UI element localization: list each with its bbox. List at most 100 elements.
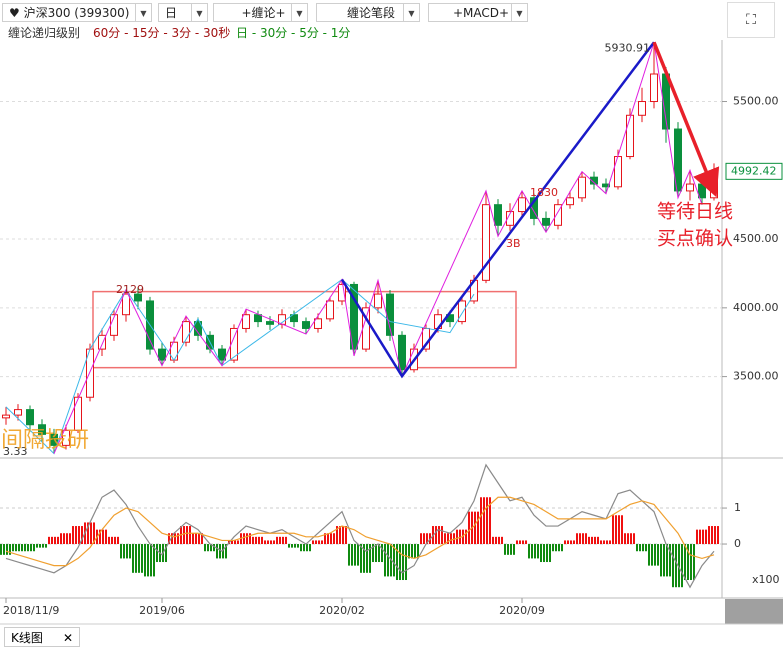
macd-bar — [609, 540, 611, 545]
chan-select[interactable]: +缠论+ ▼ — [213, 3, 308, 22]
candle-body — [326, 300, 334, 320]
macd-bar — [549, 544, 551, 563]
y-tick-label: 5500.00 — [733, 95, 779, 108]
macd-bar — [594, 536, 596, 545]
macd-bar — [711, 526, 713, 545]
candle-body — [182, 321, 190, 343]
macd-bar — [447, 533, 449, 545]
macd-bar — [225, 544, 227, 559]
macd-bar — [39, 544, 41, 548]
macd-bar — [69, 533, 71, 545]
y-tick-label: 4000.00 — [733, 301, 779, 314]
macd-bar — [498, 536, 500, 545]
macd-bar — [312, 540, 314, 545]
y-tick-label: 0 — [734, 537, 741, 550]
fullscreen-button[interactable]: ⛶ — [727, 2, 775, 38]
macd-bar — [477, 511, 479, 545]
macd-bar — [405, 544, 407, 581]
macd-bar — [423, 533, 425, 545]
macd-bar — [72, 526, 74, 545]
macd-bar — [399, 544, 401, 581]
macd-bar — [468, 511, 470, 545]
indicator-select[interactable]: +MACD+ ▼ — [428, 3, 528, 22]
macd-bar — [357, 544, 359, 566]
macd-bar — [342, 526, 344, 545]
macd-bar — [42, 544, 44, 548]
macd-bar — [66, 533, 68, 545]
macd-bar — [288, 544, 290, 548]
macd-bar — [543, 544, 545, 563]
symbol-select[interactable]: ♥ 沪深300 (399300) ▼ — [2, 3, 152, 22]
macd-bar — [261, 536, 263, 545]
macd-bar — [270, 540, 272, 545]
dropdown-arrow: ▼ — [403, 4, 419, 21]
dropdown-arrow: ▼ — [191, 4, 207, 21]
x-tick-label: 2020/02 — [319, 604, 365, 617]
macd-bar — [474, 511, 476, 545]
strokes-select[interactable]: 缠论笔段 ▼ — [316, 3, 420, 22]
macd-bar — [345, 526, 347, 545]
macd-bar — [672, 544, 674, 588]
macd-bar — [144, 544, 146, 577]
annotation: 1830 — [530, 186, 558, 199]
macd-bar — [252, 536, 254, 545]
macd-bar — [693, 544, 695, 581]
macd-bar — [36, 544, 38, 548]
high-label: 5930.91 — [605, 41, 651, 54]
macd-bar — [450, 533, 452, 545]
candle-body — [98, 334, 106, 350]
candle-body — [314, 318, 322, 329]
macd-bar — [687, 544, 689, 581]
macd-bar — [645, 544, 647, 552]
macd-bar — [303, 544, 305, 552]
macd-bar — [360, 544, 362, 573]
candle-body — [26, 409, 34, 426]
macd-bar — [51, 536, 53, 545]
dropdown-arrow: ▼ — [135, 4, 151, 21]
macd-bar — [276, 536, 278, 545]
macd-bar — [156, 544, 158, 563]
macd-bar — [279, 536, 281, 545]
period-select[interactable]: 日 ▼ — [158, 3, 208, 22]
macd-bar — [60, 533, 62, 545]
macd-bar — [483, 497, 485, 545]
macd-bar — [114, 536, 116, 545]
zone — [92, 290, 517, 369]
macd-bar — [561, 544, 563, 552]
macd-bar — [75, 526, 77, 545]
macd-bar — [129, 544, 131, 559]
macd-bar — [198, 533, 200, 545]
macd-bar — [18, 544, 20, 552]
macd-bar — [192, 533, 194, 545]
macd-bar — [456, 529, 458, 545]
close-icon[interactable]: ✕ — [62, 631, 73, 645]
macd-bar — [516, 540, 518, 545]
macd-bar — [426, 533, 428, 545]
macd-bar — [408, 544, 410, 559]
y-tick-label: 4500.00 — [733, 232, 779, 245]
macd-bar — [45, 544, 47, 548]
macd-bar — [186, 526, 188, 545]
macd-bar — [3, 544, 5, 555]
candle-body — [302, 321, 310, 329]
candle-body — [686, 183, 694, 192]
candle-body — [482, 204, 490, 281]
tab[interactable]: K线图 ✕ — [4, 627, 80, 647]
macd-bar — [132, 544, 134, 573]
macd-bar — [138, 544, 140, 573]
macd-bar — [627, 533, 629, 545]
macd-bar — [324, 533, 326, 545]
macd-bar — [264, 540, 266, 545]
macd-bar — [579, 533, 581, 545]
candle-body — [590, 176, 598, 185]
macd-bar — [210, 544, 212, 552]
macd-bar — [258, 536, 260, 545]
macd-line — [5, 496, 715, 567]
macd-bar — [189, 526, 191, 545]
macd-bar — [117, 536, 119, 545]
macd-bar — [630, 533, 632, 545]
macd-bar — [195, 533, 197, 545]
candle-body — [338, 283, 346, 302]
macd-bar — [30, 544, 32, 552]
macd-bar — [636, 544, 638, 552]
